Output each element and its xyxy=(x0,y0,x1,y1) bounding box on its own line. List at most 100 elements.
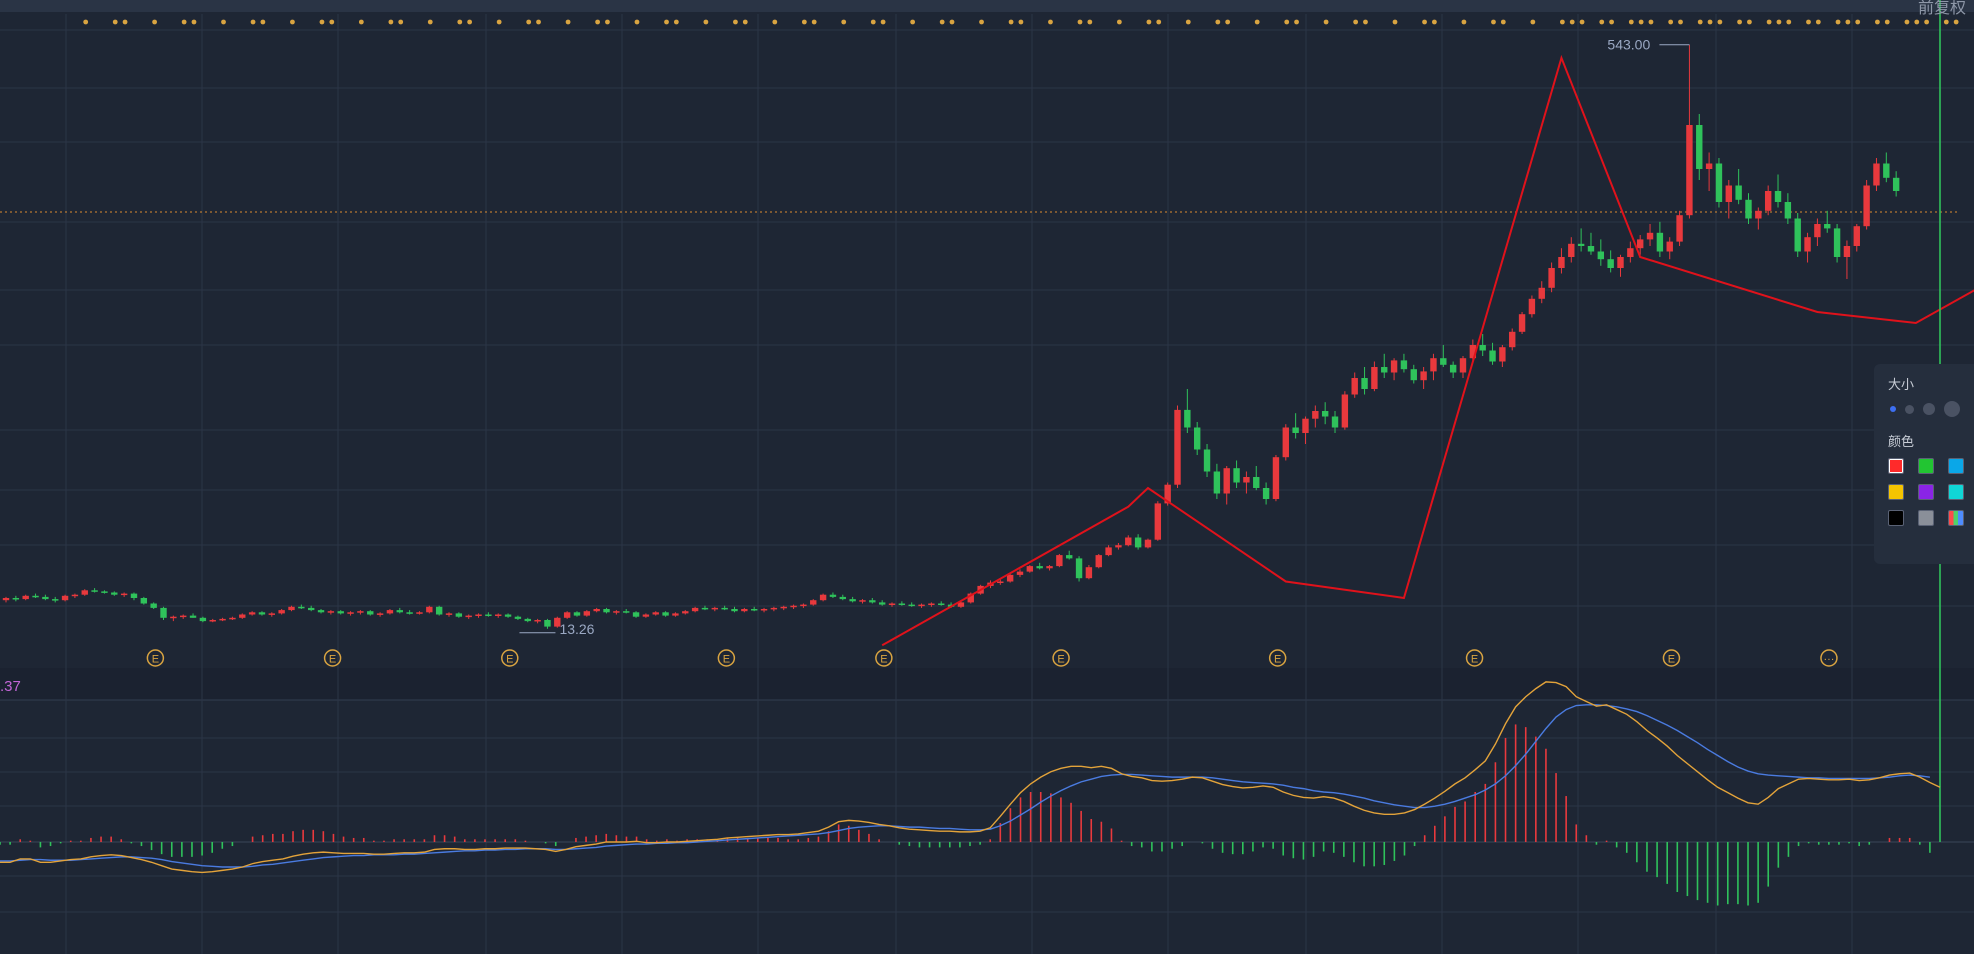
size-title: 大小 xyxy=(1888,377,1915,392)
candle-body xyxy=(701,607,709,610)
candle-body xyxy=(534,620,541,622)
candle-body xyxy=(1794,218,1801,252)
size-option-3[interactable] xyxy=(1923,403,1935,415)
candle-body xyxy=(475,614,482,616)
signal-marker xyxy=(1835,19,1841,25)
macd-panel xyxy=(0,0,1974,906)
candle-body xyxy=(170,616,177,619)
candle-body xyxy=(2,598,10,601)
candle-body xyxy=(288,606,295,611)
signal-markers xyxy=(83,19,1959,25)
signal-marker xyxy=(122,19,128,25)
candle-body xyxy=(278,610,285,614)
candle-body xyxy=(1499,347,1506,362)
candle-body xyxy=(1154,503,1162,540)
chart-labels: 543.00 13.26 .37 xyxy=(0,37,1690,695)
candle-body xyxy=(1292,427,1299,433)
drawing-style-panel: 大小 颜色 xyxy=(1874,364,1974,564)
candle-body xyxy=(1115,545,1122,548)
candle-body xyxy=(632,612,640,617)
candle-body xyxy=(1686,125,1693,216)
candle-body xyxy=(1381,367,1388,373)
event-marker-ring xyxy=(501,649,519,667)
color-swatch-6[interactable] xyxy=(1888,510,1904,526)
candle-body xyxy=(544,620,551,627)
size-option-1[interactable] xyxy=(1890,406,1896,412)
indicator-value-label: .37 xyxy=(0,678,21,695)
candle-body xyxy=(1026,566,1034,572)
signal-marker xyxy=(526,19,532,25)
candle-body xyxy=(1253,477,1260,488)
signal-marker xyxy=(1422,19,1427,25)
color-swatch-8[interactable] xyxy=(1948,510,1964,526)
signal-marker xyxy=(457,19,463,25)
candle-body xyxy=(1745,199,1752,219)
signal-marker xyxy=(1697,19,1703,25)
candle-body xyxy=(445,613,453,615)
candle-body xyxy=(209,620,216,622)
color-swatch-4[interactable] xyxy=(1918,484,1934,500)
candle-body xyxy=(91,590,98,592)
candle-body xyxy=(1873,163,1880,186)
event-marker-ring xyxy=(1820,649,1838,667)
candle-body xyxy=(1725,185,1732,202)
adjustment-mode-label[interactable]: 前复权 xyxy=(1917,0,1966,17)
color-swatch-1[interactable] xyxy=(1918,458,1934,474)
candle-body xyxy=(554,617,561,627)
candle-body xyxy=(928,603,935,605)
candle-body xyxy=(1449,364,1457,373)
candle-body xyxy=(1213,471,1221,494)
color-swatch-2[interactable] xyxy=(1948,458,1964,474)
signal-marker xyxy=(191,19,197,25)
color-title: 颜色 xyxy=(1888,434,1915,449)
candle-body xyxy=(22,595,29,600)
size-option-4[interactable] xyxy=(1944,401,1960,417)
signal-marker xyxy=(83,19,89,25)
candle-body xyxy=(1095,555,1102,568)
signal-marker xyxy=(801,19,807,25)
signal-marker xyxy=(260,19,266,25)
signal-marker xyxy=(1185,19,1191,25)
candle-body xyxy=(1430,358,1437,372)
candle-body xyxy=(1824,224,1831,229)
size-option-2[interactable] xyxy=(1905,404,1914,414)
signal-marker xyxy=(634,19,640,25)
candle-body xyxy=(524,618,531,622)
event-marker-ring xyxy=(323,649,342,667)
color-swatch-0[interactable] xyxy=(1888,458,1904,474)
candle-body xyxy=(1056,555,1063,567)
candle-body xyxy=(869,600,876,603)
candle-body xyxy=(52,599,59,601)
signal-marker xyxy=(1254,19,1260,25)
candle-body xyxy=(1125,537,1132,546)
top-bar xyxy=(0,0,1974,12)
color-swatch-7[interactable] xyxy=(1918,510,1934,526)
signal-marker xyxy=(1431,19,1437,25)
candle-body xyxy=(1351,378,1358,395)
candle-body xyxy=(1361,378,1368,389)
candle-body xyxy=(504,614,512,617)
signal-marker xyxy=(1461,19,1467,25)
candle-body xyxy=(810,600,817,605)
candle-body xyxy=(1509,331,1516,348)
candle-body xyxy=(514,616,522,619)
signal-marker xyxy=(841,19,847,25)
candle-body xyxy=(1341,394,1349,428)
candle-body xyxy=(957,602,965,607)
candle-body xyxy=(1833,228,1841,257)
candle-body xyxy=(741,609,748,612)
signal-marker xyxy=(467,19,473,25)
signal-marker xyxy=(1530,19,1536,25)
candle-body xyxy=(642,614,650,617)
color-swatch-5[interactable] xyxy=(1948,484,1964,500)
candle-body xyxy=(1469,345,1477,359)
color-swatch-3[interactable] xyxy=(1888,484,1904,500)
zigzag-drawing[interactable] xyxy=(881,54,1974,647)
candle-body xyxy=(298,606,305,609)
candle-body xyxy=(1440,358,1447,365)
candle-body xyxy=(760,609,768,611)
candle-body xyxy=(691,607,699,612)
signal-marker xyxy=(1294,19,1299,25)
